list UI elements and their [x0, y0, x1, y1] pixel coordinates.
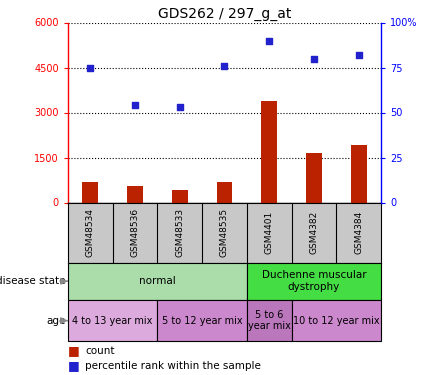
Point [221, 63, 228, 69]
Text: GSM48533: GSM48533 [175, 208, 184, 257]
Text: 5 to 12 year mix: 5 to 12 year mix [162, 316, 242, 326]
Text: GSM4401: GSM4401 [265, 211, 274, 254]
Text: Duchenne muscular
dystrophy: Duchenne muscular dystrophy [261, 270, 366, 292]
Bar [172, 190, 187, 202]
Text: GSM4384: GSM4384 [354, 211, 363, 254]
Bar [82, 182, 98, 203]
Text: GSM48535: GSM48535 [220, 208, 229, 257]
Bar [217, 182, 232, 203]
Bar [292, 300, 381, 341]
Point [87, 64, 94, 70]
Bar [306, 153, 322, 203]
Text: ■: ■ [68, 359, 80, 372]
Text: count: count [85, 346, 115, 355]
Point [311, 56, 318, 62]
Bar [68, 300, 157, 341]
Bar [157, 300, 247, 341]
Text: age: age [46, 316, 66, 326]
Text: GSM4382: GSM4382 [310, 211, 318, 254]
Bar [247, 262, 381, 300]
Point [266, 38, 273, 44]
Point [176, 104, 183, 110]
Title: GDS262 / 297_g_at: GDS262 / 297_g_at [158, 8, 291, 21]
Text: 5 to 6
year mix: 5 to 6 year mix [248, 310, 291, 332]
Bar [68, 262, 247, 300]
Bar [247, 300, 292, 341]
Point [131, 102, 138, 108]
Point [355, 52, 362, 58]
Text: ■: ■ [68, 344, 80, 357]
Bar [351, 145, 367, 202]
Bar [261, 101, 277, 202]
Text: 4 to 13 year mix: 4 to 13 year mix [72, 316, 153, 326]
Text: percentile rank within the sample: percentile rank within the sample [85, 361, 261, 370]
Text: 10 to 12 year mix: 10 to 12 year mix [293, 316, 380, 326]
Bar [127, 186, 143, 202]
Text: disease state: disease state [0, 276, 66, 286]
Text: normal: normal [139, 276, 176, 286]
Text: GSM48536: GSM48536 [131, 208, 139, 257]
Text: GSM48534: GSM48534 [86, 208, 95, 257]
